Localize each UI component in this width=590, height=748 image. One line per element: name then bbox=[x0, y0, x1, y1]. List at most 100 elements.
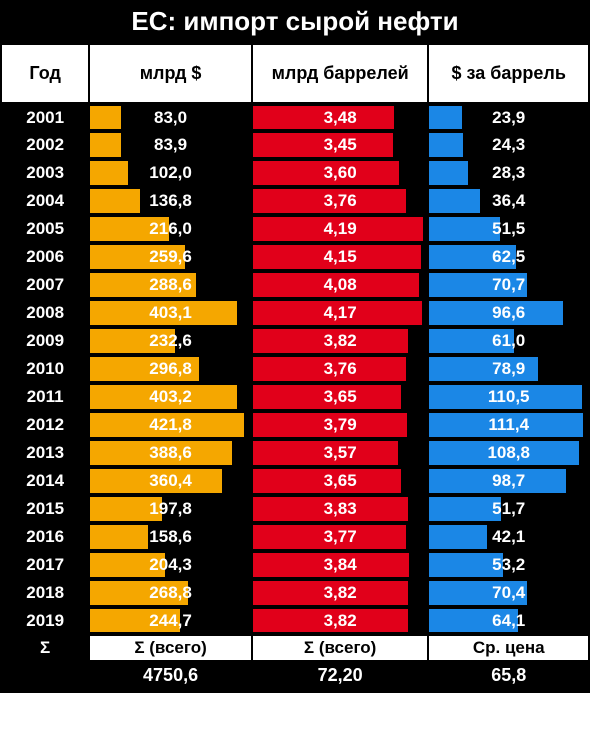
barrels-bar-cell: 3,76 bbox=[252, 355, 429, 383]
barrels-bar-label: 3,84 bbox=[253, 551, 428, 579]
price-bar-cell: 51,7 bbox=[428, 495, 589, 523]
price-bar-cell: 70,7 bbox=[428, 271, 589, 299]
usd-bar-label: 268,8 bbox=[90, 579, 251, 607]
price-bar-label: 24,3 bbox=[429, 131, 588, 159]
price-bar-label: 64,1 bbox=[429, 607, 588, 634]
usd-bar-cell: 288,6 bbox=[89, 271, 252, 299]
usd-bar-cell: 268,8 bbox=[89, 579, 252, 607]
year-cell: 2007 bbox=[1, 271, 89, 299]
table-row: 2009232,63,8261,0 bbox=[1, 327, 589, 355]
barrels-bar-label: 3,82 bbox=[253, 579, 428, 607]
barrels-bar-label: 3,65 bbox=[253, 383, 428, 411]
usd-bar-cell: 259,6 bbox=[89, 243, 252, 271]
year-cell: 2019 bbox=[1, 607, 89, 635]
price-bar-cell: 108,8 bbox=[428, 439, 589, 467]
price-bar-label: 110,5 bbox=[429, 383, 588, 411]
barrels-bar-cell: 3,60 bbox=[252, 159, 429, 187]
price-bar-label: 51,7 bbox=[429, 495, 588, 523]
barrels-bar-label: 3,57 bbox=[253, 439, 428, 467]
price-bar-label: 53,2 bbox=[429, 551, 588, 579]
table-row: 2008403,14,1796,6 bbox=[1, 299, 589, 327]
usd-bar-cell: 403,2 bbox=[89, 383, 252, 411]
barrels-bar-cell: 3,45 bbox=[252, 131, 429, 159]
table-row: 2011403,23,65110,5 bbox=[1, 383, 589, 411]
barrels-bar-cell: 4,17 bbox=[252, 299, 429, 327]
usd-bar-cell: 83,0 bbox=[89, 103, 252, 131]
barrels-bar-cell: 4,15 bbox=[252, 243, 429, 271]
price-bar-cell: 64,1 bbox=[428, 607, 589, 635]
usd-bar-label: 216,0 bbox=[90, 215, 251, 243]
usd-bar-cell: 158,6 bbox=[89, 523, 252, 551]
col-header-year: Год bbox=[1, 44, 89, 103]
summary-year-blank bbox=[1, 661, 89, 692]
price-bar-label: 28,3 bbox=[429, 159, 588, 187]
table-row: 2014360,43,6598,7 bbox=[1, 467, 589, 495]
barrels-bar-cell: 3,83 bbox=[252, 495, 429, 523]
table-row: 2003102,03,6028,3 bbox=[1, 159, 589, 187]
usd-bar-label: 197,8 bbox=[90, 495, 251, 523]
price-bar-label: 96,6 bbox=[429, 299, 588, 327]
barrels-bar-label: 4,15 bbox=[253, 243, 428, 271]
price-bar-label: 70,7 bbox=[429, 271, 588, 299]
usd-bar-cell: 388,6 bbox=[89, 439, 252, 467]
price-bar-cell: 62,5 bbox=[428, 243, 589, 271]
table-row: 2015197,83,8351,7 bbox=[1, 495, 589, 523]
barrels-bar-label: 4,17 bbox=[253, 299, 428, 327]
price-bar-cell: 96,6 bbox=[428, 299, 589, 327]
summary-price-avg: 65,8 bbox=[428, 661, 589, 692]
usd-bar-label: 259,6 bbox=[90, 243, 251, 271]
usd-bar-label: 232,6 bbox=[90, 327, 251, 355]
barrels-bar-label: 3,60 bbox=[253, 159, 428, 187]
year-cell: 2005 bbox=[1, 215, 89, 243]
table-row: 2019244,73,8264,1 bbox=[1, 607, 589, 635]
barrels-bar-label: 3,82 bbox=[253, 327, 428, 355]
summary-barrels-label: Σ (всего) bbox=[252, 635, 429, 661]
table-title: ЕС: импорт сырой нефти bbox=[1, 1, 589, 44]
col-header-usd: млрд $ bbox=[89, 44, 252, 103]
barrels-bar-label: 3,77 bbox=[253, 523, 428, 551]
usd-bar-cell: 360,4 bbox=[89, 467, 252, 495]
barrels-bar-cell: 4,08 bbox=[252, 271, 429, 299]
usd-bar-cell: 244,7 bbox=[89, 607, 252, 635]
price-bar-cell: 28,3 bbox=[428, 159, 589, 187]
usd-bar-label: 158,6 bbox=[90, 523, 251, 551]
table-row: 2018268,83,8270,4 bbox=[1, 579, 589, 607]
price-bar-cell: 110,5 bbox=[428, 383, 589, 411]
barrels-bar-cell: 3,48 bbox=[252, 103, 429, 131]
summary-usd-total: 4750,6 bbox=[89, 661, 252, 692]
barrels-bar-label: 3,83 bbox=[253, 495, 428, 523]
price-bar-label: 108,8 bbox=[429, 439, 588, 467]
barrels-bar-cell: 3,82 bbox=[252, 327, 429, 355]
usd-bar-cell: 232,6 bbox=[89, 327, 252, 355]
table-row: 2017204,33,8453,2 bbox=[1, 551, 589, 579]
usd-bar-cell: 102,0 bbox=[89, 159, 252, 187]
table-row: 2010296,83,7678,9 bbox=[1, 355, 589, 383]
summary-value-row: 4750,6 72,20 65,8 bbox=[1, 661, 589, 692]
crude-oil-import-table: ЕС: импорт сырой нефти Год млрд $ млрд б… bbox=[0, 0, 590, 693]
barrels-bar-label: 3,79 bbox=[253, 411, 428, 439]
usd-bar-cell: 403,1 bbox=[89, 299, 252, 327]
usd-bar-cell: 216,0 bbox=[89, 215, 252, 243]
year-cell: 2017 bbox=[1, 551, 89, 579]
summary-usd-label: Σ (всего) bbox=[89, 635, 252, 661]
price-bar-cell: 42,1 bbox=[428, 523, 589, 551]
price-bar-label: 62,5 bbox=[429, 243, 588, 271]
price-bar-label: 70,4 bbox=[429, 579, 588, 607]
table-row: 2005216,04,1951,5 bbox=[1, 215, 589, 243]
price-bar-cell: 53,2 bbox=[428, 551, 589, 579]
barrels-bar-label: 3,82 bbox=[253, 607, 428, 634]
usd-bar-label: 102,0 bbox=[90, 159, 251, 187]
price-bar-cell: 98,7 bbox=[428, 467, 589, 495]
barrels-bar-cell: 3,84 bbox=[252, 551, 429, 579]
barrels-bar-label: 3,45 bbox=[253, 131, 428, 159]
year-cell: 2003 bbox=[1, 159, 89, 187]
col-header-price: $ за баррель bbox=[428, 44, 589, 103]
barrels-bar-label: 3,48 bbox=[253, 104, 428, 131]
table-row: 2013388,63,57108,8 bbox=[1, 439, 589, 467]
table-row: 2016158,63,7742,1 bbox=[1, 523, 589, 551]
barrels-bar-label: 4,08 bbox=[253, 271, 428, 299]
barrels-bar-cell: 3,65 bbox=[252, 383, 429, 411]
price-bar-cell: 70,4 bbox=[428, 579, 589, 607]
barrels-bar-cell: 3,65 bbox=[252, 467, 429, 495]
year-cell: 2006 bbox=[1, 243, 89, 271]
